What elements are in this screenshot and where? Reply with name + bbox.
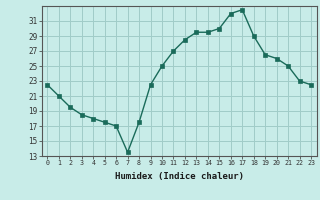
X-axis label: Humidex (Indice chaleur): Humidex (Indice chaleur)	[115, 172, 244, 181]
